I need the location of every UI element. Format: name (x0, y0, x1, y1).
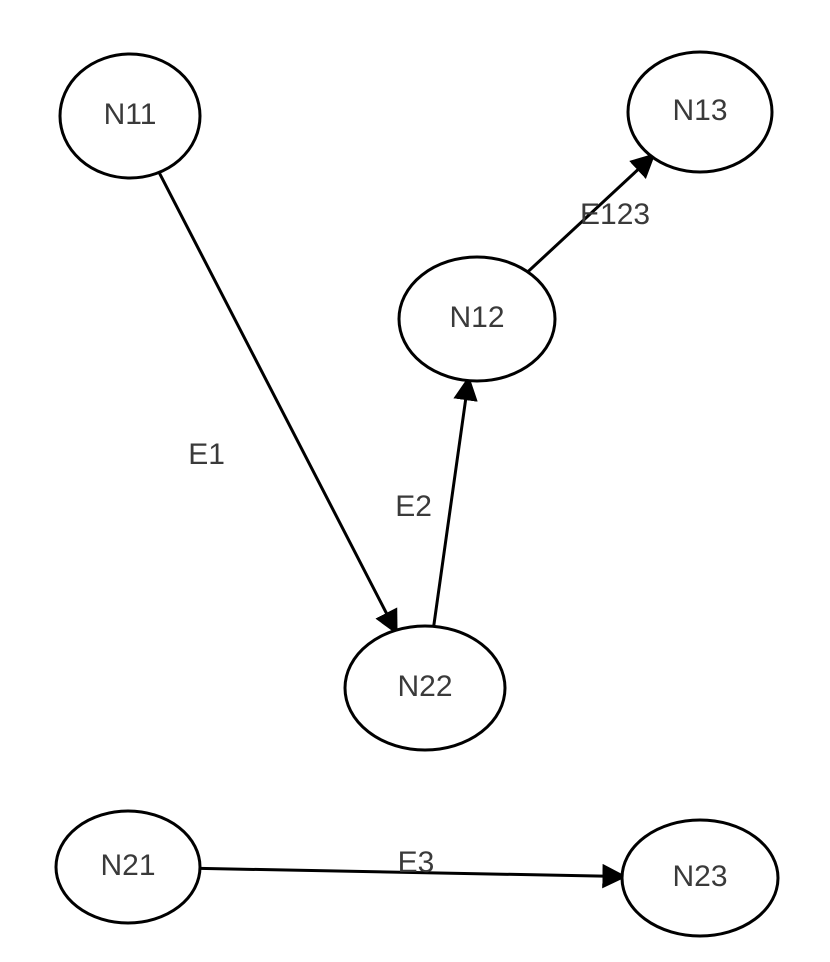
node-N13: N13 (628, 52, 772, 172)
node-label-N12: N12 (449, 301, 504, 334)
node-label-N22: N22 (397, 670, 452, 703)
graph-diagram: E1 E2 E123 E3 N11 N13 N12 N22 N21 N23 (0, 0, 830, 962)
node-N22: N22 (345, 626, 505, 750)
node-N21: N21 (56, 811, 200, 923)
node-N23: N23 (622, 820, 778, 936)
edge-E2 (434, 381, 469, 627)
node-label-N23: N23 (672, 860, 727, 893)
edges-group: E1 E2 E123 E3 (159, 157, 652, 879)
edge-label-E3: E3 (398, 846, 435, 879)
node-label-N13: N13 (672, 94, 727, 127)
node-N12: N12 (399, 257, 555, 381)
node-label-N21: N21 (100, 849, 155, 882)
edge-label-E2: E2 (395, 490, 432, 523)
node-label-N11: N11 (104, 98, 157, 131)
edge-E1 (159, 172, 395, 630)
node-N11: N11 (60, 54, 200, 178)
edge-label-E123: E123 (580, 198, 650, 231)
edge-label-E1: E1 (188, 438, 225, 471)
